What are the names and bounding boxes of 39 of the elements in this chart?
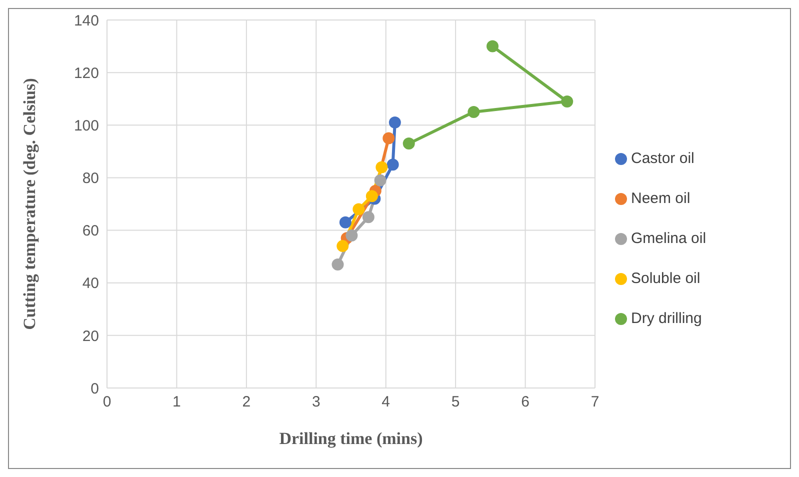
point [386,158,399,171]
x-axis-title: Drilling time (mins) [279,429,423,448]
y-axis-title: Cutting temperature (deg. Celsius) [20,78,40,330]
x-tick-label: 7 [590,394,600,411]
x-tick-label: 5 [451,394,460,411]
point [332,258,344,270]
x-tick-label: 4 [382,394,390,411]
legend-label: Castor oil [631,150,694,166]
x-tick-label: 6 [521,394,530,411]
point [468,106,480,118]
y-tick-label: 40 [82,275,99,292]
legend-label: Gmelina oil [631,230,706,246]
legend-label: Soluble oil [631,270,700,286]
legend-label: Dry drilling [631,310,702,326]
point [366,190,378,202]
legend-label: Neem oil [631,190,690,206]
x-tick-label: 3 [312,394,320,411]
y-tick-label: 60 [82,222,99,240]
x-tick-label: 2 [242,394,251,411]
point [374,174,386,186]
point [388,116,401,129]
x-tick-label: 1 [172,394,181,411]
x-tick-label: 0 [102,394,112,411]
point [376,161,388,174]
point [339,216,352,228]
point [346,230,358,242]
point [561,95,574,108]
y-tick-label: 120 [74,64,99,82]
y-tick-label: 100 [74,117,99,134]
y-tick-label: 0 [90,380,99,398]
point [352,203,365,216]
point [402,138,415,150]
y-tick-label: 20 [82,328,99,345]
point [336,240,349,252]
point [362,211,374,224]
y-tick-label: 140 [74,12,99,30]
y-tick-label: 80 [82,170,99,188]
point [486,40,499,52]
point [382,132,395,144]
